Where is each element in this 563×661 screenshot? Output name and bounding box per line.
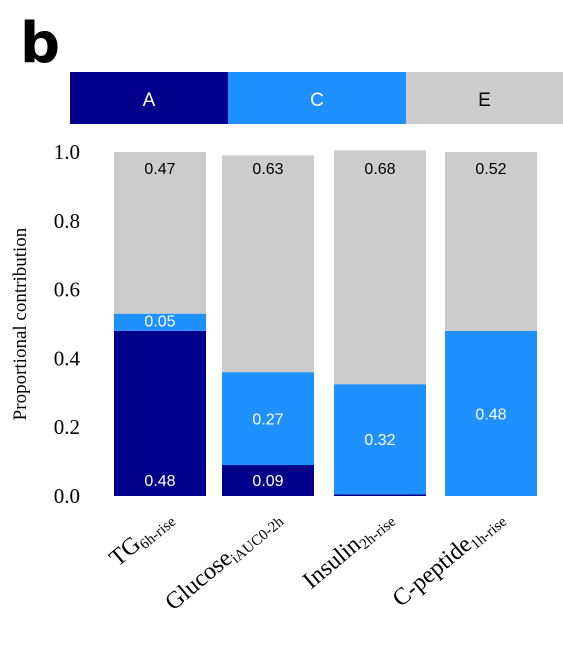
bar-segment-a [222,465,314,496]
legend-label-a: A [143,90,156,111]
bar-value-label: 0.05 [144,314,175,331]
legend-label-e: E [478,90,491,111]
y-tick-label: 0.4 [54,346,81,370]
bar-segment-e [334,150,426,385]
category-subscript: 1h-rise [468,514,510,553]
bar-value-label: 0.32 [364,432,395,449]
bar-value-label: 0.63 [252,161,283,178]
y-tick-label: 1.0 [54,140,80,164]
category-label: GlucoseiAUC0-2h [160,504,287,617]
bar-segment-e [445,152,537,331]
bar-segment-e [114,152,206,314]
category-subscript: 6h-rise [137,514,179,553]
y-axis-ticks: 0.0 0.2 0.4 0.6 0.8 1.0 [54,140,81,508]
bar-segment-e [222,155,314,373]
bar-segment-a [334,494,426,496]
bar-value-label: 0.68 [364,161,395,178]
bar-segment-c [114,313,206,331]
y-tick-label: 0.6 [54,278,80,302]
legend-swatch-a [70,72,228,124]
bar-segment-a [114,330,206,496]
category-label: Insulin2h-rise [298,504,399,595]
legend-swatch-c [228,72,406,124]
y-tick-label: 0.2 [54,415,80,439]
category-main: Insulin [298,531,366,594]
bar-value-label: 0.09 [252,473,283,490]
bars: 0.48 0.05 0.47 0.09 0.27 0.63 0.32 0.68 0.48 0.52 [114,150,537,496]
category-subscript: 2h-rise [357,514,399,553]
bar-segment-c [222,372,314,466]
legend-swatch-e [406,72,563,124]
y-tick-label: 0.8 [54,209,80,233]
bar-value-label: 0.48 [475,406,506,423]
bar-value-label: 0.52 [475,161,506,178]
category-subscript: iAUC0-2h [228,514,287,567]
bar-value-label: 0.47 [144,161,175,178]
y-axis-label: Proportional contribution [10,227,31,420]
bar-segment-c [445,330,537,496]
y-tick-label: 0.0 [54,484,80,508]
panel-label: b [20,11,60,76]
bar-value-label: 0.48 [144,473,175,490]
bar-segment-c [334,384,426,495]
category-label: C-peptide1h-rise [388,504,511,613]
category-main: C-peptide [388,531,477,612]
category-label: TG6h-rise [105,504,180,573]
legend-label-c: C [310,90,324,111]
bar-value-label: 0.27 [252,412,283,429]
category-main: Glucose [160,545,237,615]
